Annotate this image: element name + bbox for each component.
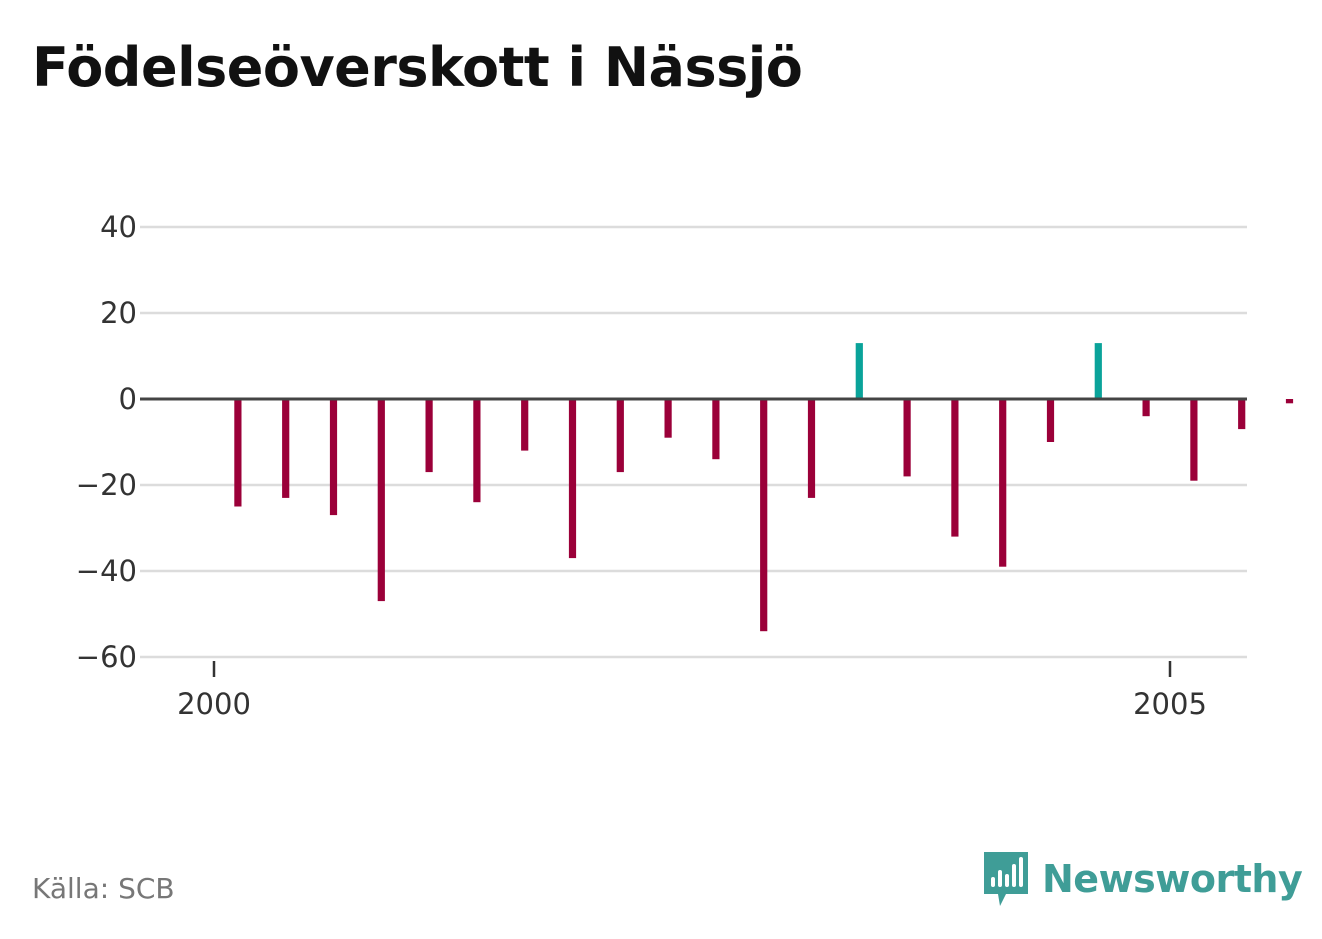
bar [234,399,242,507]
bar [473,399,481,503]
bar [807,399,816,498]
bar [568,399,577,559]
bar [616,399,624,473]
bar [377,399,385,602]
bar [855,343,863,399]
x-axis-ticks: 200020052010201520202025 [177,661,1207,721]
newsworthy-logo-icon [984,852,1028,906]
x-tick-label: 2005 [1133,687,1207,721]
bar [425,399,433,473]
bar [1142,399,1150,417]
source-label: Källa: SCB [32,872,175,905]
bar [664,399,672,438]
brand-logo: Newsworthy [982,850,1303,908]
y-tick-label: 0 [119,382,137,416]
bars [234,343,1294,632]
bar [1094,343,1102,399]
bar [760,399,768,632]
bar [999,399,1007,567]
y-tick-label: 40 [100,210,137,244]
bar [1190,399,1198,481]
bar [1046,399,1055,442]
chart-title: Födelseöverskott i Nässjö [32,36,803,99]
bar [282,399,290,498]
x-tick-label: 2000 [177,687,251,721]
bar [329,399,338,516]
y-tick-label: −60 [76,640,137,674]
y-tick-label: −20 [76,468,137,502]
bar [712,399,720,460]
brand-name: Newsworthy [1042,857,1303,901]
y-tick-label: 20 [100,296,137,330]
y-tick-label: −40 [76,554,137,588]
bar [1285,399,1294,404]
bar [521,399,529,451]
bar [1238,399,1246,430]
bar [903,399,911,477]
gridlines [140,225,1247,659]
bar [951,399,959,537]
y-axis-ticks: −60 −40 −20 0 20 40 [76,210,137,674]
